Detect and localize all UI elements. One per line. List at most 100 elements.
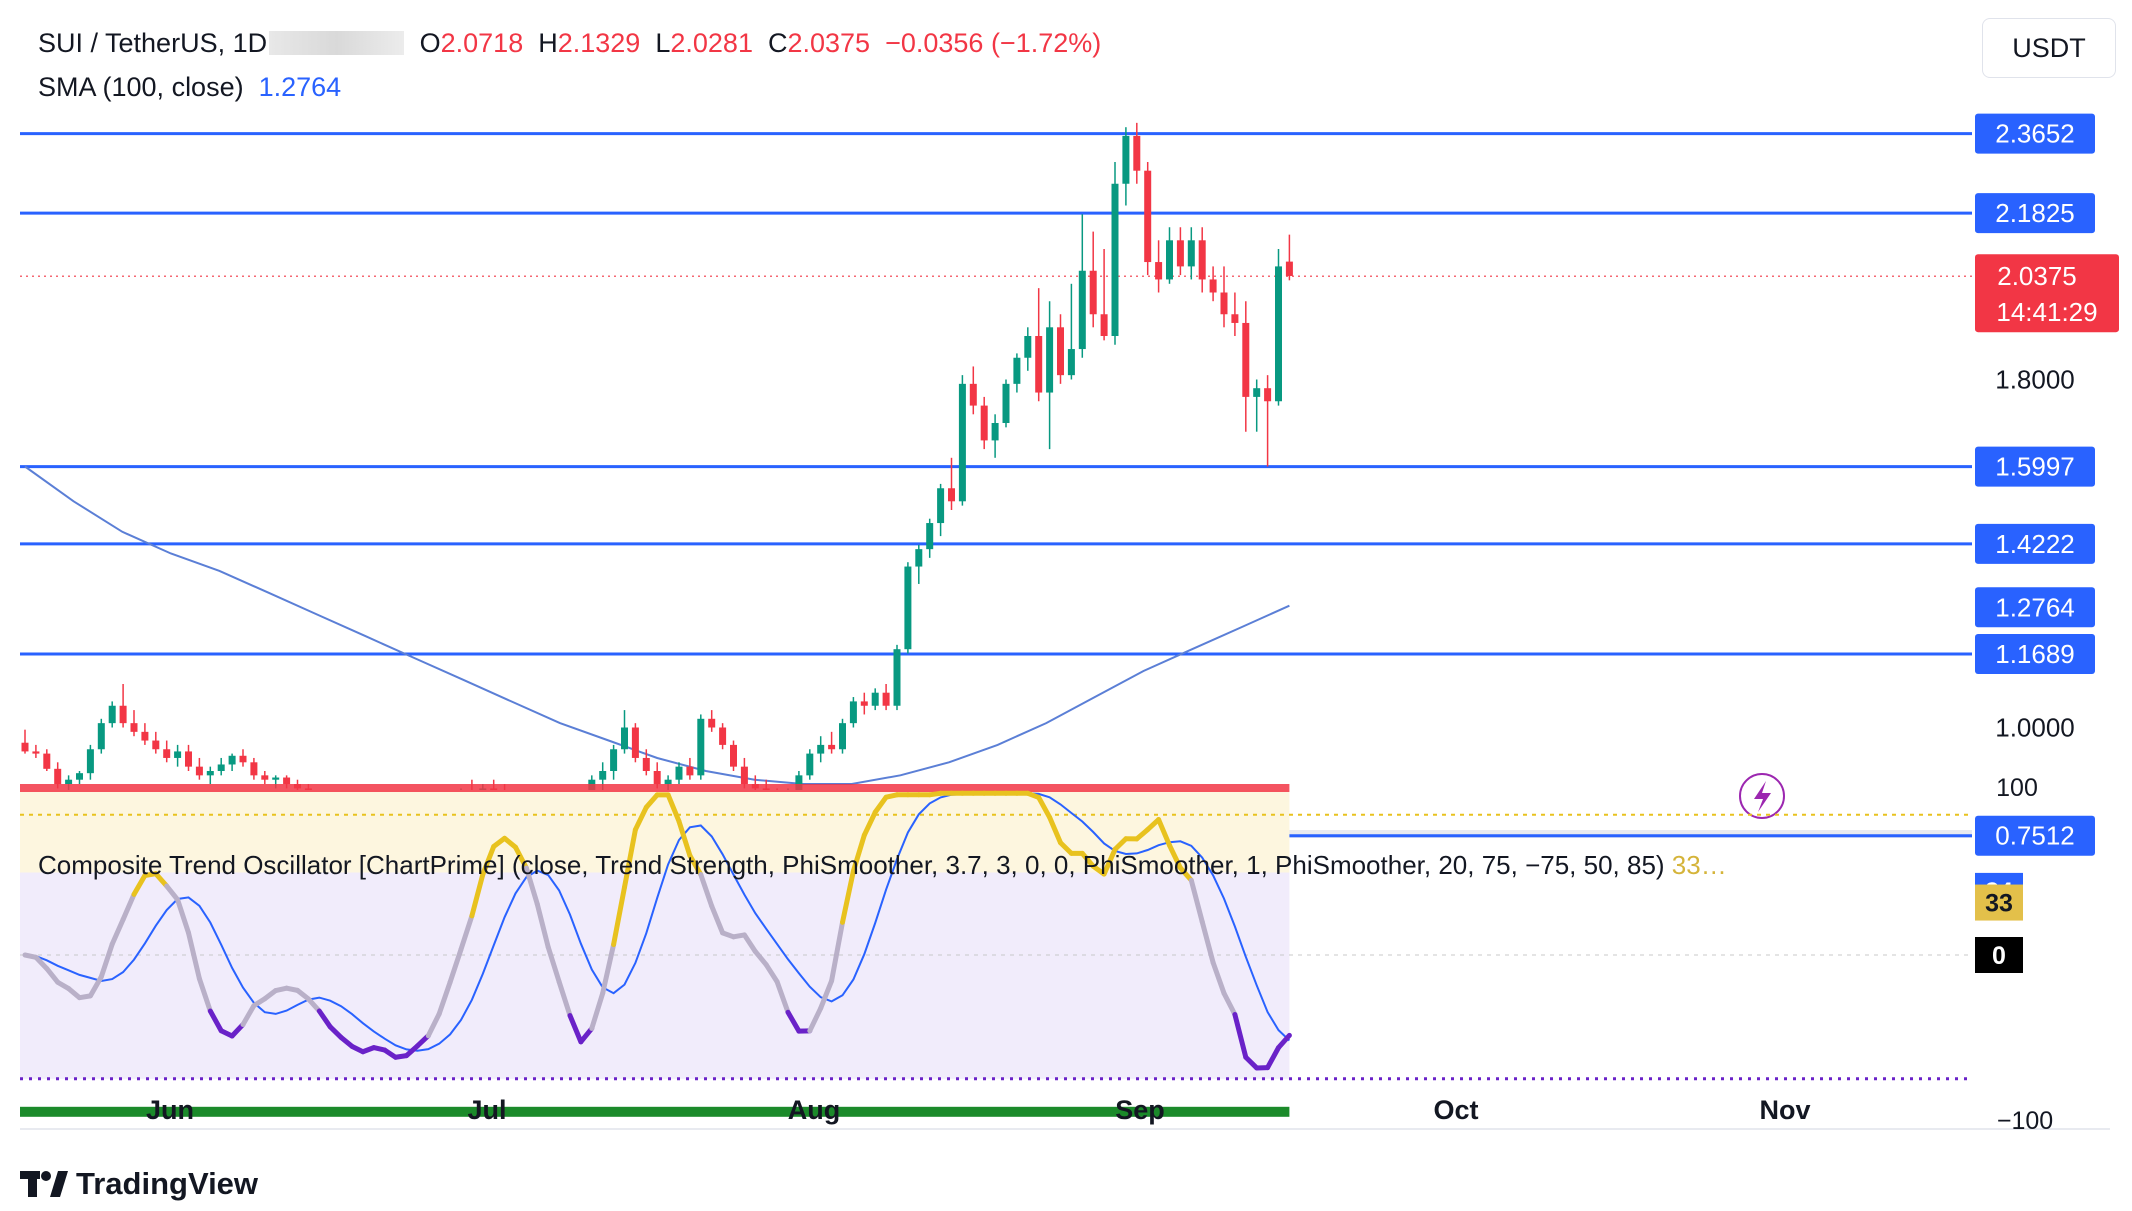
candle-body [1035, 336, 1042, 393]
candle-body [839, 723, 846, 749]
sma-layer [25, 467, 1289, 785]
sma-line [25, 467, 1289, 785]
candle-body [861, 701, 868, 705]
candle-body [850, 701, 857, 723]
candle-body [632, 728, 639, 758]
tradingview-logo-icon [20, 1169, 68, 1199]
candle-body [1024, 336, 1031, 358]
candle-body [1079, 271, 1086, 349]
time-tick-label: Sep [1115, 1095, 1165, 1125]
last-price-label: 2.0375 [1997, 261, 2077, 291]
candle-body [207, 771, 214, 775]
candle-body [676, 767, 683, 780]
price-line-label: 2.1825 [1995, 198, 2075, 228]
candle-body [621, 728, 628, 750]
candle-body [1221, 293, 1228, 315]
candle-body [1166, 240, 1173, 279]
candle-body [1188, 240, 1195, 266]
osc-axis-label: 100 [1996, 774, 2038, 802]
sma-legend-value: 1.2764 [259, 72, 342, 103]
change-value: −0.0356 (−1.72%) [885, 28, 1101, 59]
candle-body [1133, 136, 1140, 171]
candle-body [43, 754, 50, 769]
candle-body [992, 423, 999, 440]
oscillator-title[interactable]: Composite Trend Oscillator [ChartPrime] … [38, 850, 1727, 881]
time-tick-label: Aug [788, 1095, 840, 1125]
candle-body [697, 719, 704, 776]
candle-body [87, 749, 94, 773]
candle-body [904, 567, 911, 650]
candle-body [686, 767, 693, 776]
candle-body [817, 745, 824, 754]
candle-body [937, 488, 944, 523]
candle-body [1122, 136, 1129, 184]
candle-body [708, 719, 715, 728]
price-tick-label: 1.0000 [1995, 713, 2075, 743]
candle-body [643, 758, 650, 771]
tradingview-logo[interactable]: TradingView [20, 1166, 258, 1202]
candle-body [970, 384, 977, 406]
high-value: 2.1329 [558, 28, 641, 59]
osc-top-strip [20, 784, 1289, 792]
candle-body [1253, 388, 1260, 397]
candle-body [261, 775, 268, 779]
candle-body [152, 741, 159, 750]
price-line-label: 2.3652 [1995, 119, 2075, 149]
oscillator-title-tail: 33… [1672, 850, 1727, 880]
candle-body [1155, 262, 1162, 279]
candle-body [131, 723, 138, 732]
candle-body [229, 756, 236, 765]
symbol-legend: SUI / TetherUS, 1D O2.0718 H2.1329 L2.02… [38, 28, 1101, 59]
price-line-label: 1.1689 [1995, 639, 2075, 669]
candle-body [218, 764, 225, 771]
candle-body [599, 771, 606, 780]
candle-body [185, 751, 192, 766]
candle-body [1090, 271, 1097, 315]
time-tick-label: Oct [1433, 1095, 1478, 1125]
osc-value-badge: 0 [1992, 942, 2006, 970]
candle-body [926, 523, 933, 549]
candle-body [65, 780, 72, 784]
currency-button[interactable]: USDT [1982, 18, 2116, 78]
candle-body [959, 384, 966, 501]
horizontal-lines [20, 134, 1972, 836]
sma-price-label: 1.2764 [1995, 592, 2075, 622]
candle-body [872, 693, 879, 706]
time-tick-label: Jul [467, 1095, 506, 1125]
close-value: 2.0375 [787, 28, 870, 59]
candle-body [610, 749, 617, 771]
candle-body [109, 706, 116, 723]
candle-body [1286, 262, 1293, 276]
candle-body [250, 762, 257, 775]
candle-body [894, 649, 901, 706]
candle-body [1144, 171, 1151, 262]
low-value: 2.0281 [670, 28, 753, 59]
sma-legend[interactable]: SMA (100, close) 1.2764 [38, 72, 341, 103]
candle-body [1046, 327, 1053, 392]
candle-body [1242, 323, 1249, 397]
candle-body [665, 780, 672, 784]
candle-body [1013, 358, 1020, 384]
candle-body [98, 723, 105, 749]
price-tick-label: 1.8000 [1995, 365, 2075, 395]
candle-body [1231, 314, 1238, 323]
candle-body [1275, 266, 1282, 401]
close-label: C [768, 28, 788, 59]
countdown-label: 14:41:29 [1996, 297, 2097, 327]
candle-body [240, 756, 247, 763]
osc-axis-label: −100 [1997, 1107, 2053, 1135]
high-label: H [538, 28, 558, 59]
sma-legend-label: SMA (100, close) [38, 72, 244, 103]
candle-body [32, 751, 39, 753]
candle-body [22, 743, 29, 752]
candle-body [1112, 184, 1119, 336]
symbol-title: SUI / TetherUS, 1D [38, 28, 267, 59]
candle-body [1068, 349, 1075, 375]
candle-body [741, 767, 748, 784]
candle-body [163, 749, 170, 758]
candles-layer [22, 123, 1785, 854]
candle-body [719, 728, 726, 745]
candle-body [174, 751, 181, 758]
candle-body [1177, 240, 1184, 266]
